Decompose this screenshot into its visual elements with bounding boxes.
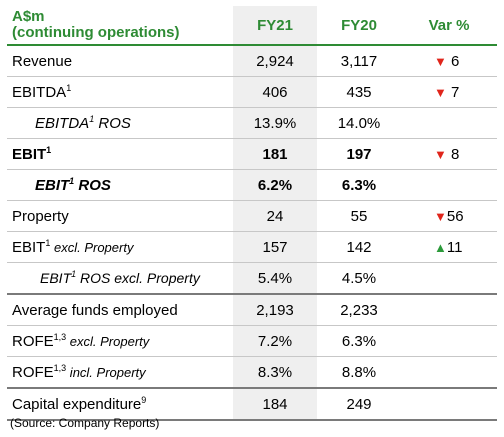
row-label: Capital expenditure9 xyxy=(7,387,233,421)
cell-fy21: 8.3% xyxy=(233,356,317,388)
triangle-down-icon: ▼ xyxy=(434,208,447,224)
row-label: ROFE1,3 incl. Property xyxy=(7,356,233,388)
table-row: EBIT1 excl. Property 157 142 ▲11 xyxy=(7,231,497,263)
triangle-down-icon: ▼ xyxy=(434,84,447,100)
cell-var: ▼ 7 xyxy=(401,76,497,108)
header-title-unit: A$m xyxy=(12,8,45,25)
header-title-cell: A$m (continuing operations) xyxy=(7,6,233,46)
cell-var xyxy=(401,387,497,421)
cell-var xyxy=(401,169,497,201)
row-label: Revenue xyxy=(7,44,233,77)
table-row: Revenue 2,924 3,117 ▼ 6 xyxy=(7,44,497,77)
header-title-scope: (continuing operations) xyxy=(12,24,180,41)
cell-fy20: 8.8% xyxy=(317,356,401,388)
cell-fy21: 5.4% xyxy=(233,262,317,294)
cell-fy20: 55 xyxy=(317,200,401,232)
table-row: EBIT1 ROS excl. Property 5.4% 4.5% xyxy=(7,262,497,294)
cell-fy20: 4.5% xyxy=(317,262,401,294)
cell-var: ▲11 xyxy=(401,231,497,263)
table-header-row: A$m (continuing operations) FY21 FY20 Va… xyxy=(7,6,497,46)
cell-fy20: 435 xyxy=(317,76,401,108)
row-label: EBIT1 xyxy=(7,138,233,170)
cell-fy21: 157 xyxy=(233,231,317,263)
cell-var xyxy=(401,325,497,357)
cell-fy20: 6.3% xyxy=(317,169,401,201)
row-label: EBIT1 ROS xyxy=(7,169,233,201)
cell-var xyxy=(401,262,497,294)
table-row: EBIT1 181 197 ▼ 8 xyxy=(7,138,497,170)
cell-fy21: 13.9% xyxy=(233,107,317,139)
source-note: (Source: Company Reports) xyxy=(10,416,160,430)
table-row: ROFE1,3 excl. Property 7.2% 6.3% xyxy=(7,325,497,357)
triangle-down-icon: ▼ xyxy=(434,53,447,69)
cell-fy20: 142 xyxy=(317,231,401,263)
column-header-fy21: FY21 xyxy=(233,6,317,46)
column-header-var: Var % xyxy=(401,6,497,46)
table-row: EBIT1 ROS 6.2% 6.3% xyxy=(7,169,497,201)
cell-fy21: 7.2% xyxy=(233,325,317,357)
table-row: Property 24 55 ▼56 xyxy=(7,200,497,232)
row-label: EBITDA1 ROS xyxy=(7,107,233,139)
table-row: Average funds employed 2,193 2,233 xyxy=(7,293,497,326)
row-label: EBITDA1 xyxy=(7,76,233,108)
cell-var xyxy=(401,107,497,139)
row-label: EBIT1 ROS excl. Property xyxy=(7,262,233,294)
cell-fy21: 6.2% xyxy=(233,169,317,201)
cell-fy21: 24 xyxy=(233,200,317,232)
table-row: ROFE1,3 incl. Property 8.3% 8.8% xyxy=(7,356,497,388)
table-row: EBITDA1 406 435 ▼ 7 xyxy=(7,76,497,108)
cell-fy20: 14.0% xyxy=(317,107,401,139)
cell-fy21: 181 xyxy=(233,138,317,170)
cell-var xyxy=(401,356,497,388)
cell-fy20: 2,233 xyxy=(317,293,401,326)
column-header-fy20: FY20 xyxy=(317,6,401,46)
cell-var: ▼ 8 xyxy=(401,138,497,170)
financial-summary-table: A$m (continuing operations) FY21 FY20 Va… xyxy=(7,6,497,421)
triangle-down-icon: ▼ xyxy=(434,146,447,162)
cell-fy20: 197 xyxy=(317,138,401,170)
table-row: Capital expenditure9 184 249 xyxy=(7,387,497,421)
row-label: Property xyxy=(7,200,233,232)
row-label: ROFE1,3 excl. Property xyxy=(7,325,233,357)
cell-fy21: 406 xyxy=(233,76,317,108)
table-row: EBITDA1 ROS 13.9% 14.0% xyxy=(7,107,497,139)
cell-var: ▼56 xyxy=(401,200,497,232)
cell-fy20: 249 xyxy=(317,387,401,421)
triangle-up-icon: ▲ xyxy=(434,239,447,255)
cell-fy21: 2,924 xyxy=(233,44,317,77)
cell-var xyxy=(401,293,497,326)
cell-var: ▼ 6 xyxy=(401,44,497,77)
cell-fy20: 6.3% xyxy=(317,325,401,357)
row-label: Average funds employed xyxy=(7,293,233,326)
cell-fy20: 3,117 xyxy=(317,44,401,77)
row-label: EBIT1 excl. Property xyxy=(7,231,233,263)
cell-fy21: 184 xyxy=(233,387,317,421)
cell-fy21: 2,193 xyxy=(233,293,317,326)
